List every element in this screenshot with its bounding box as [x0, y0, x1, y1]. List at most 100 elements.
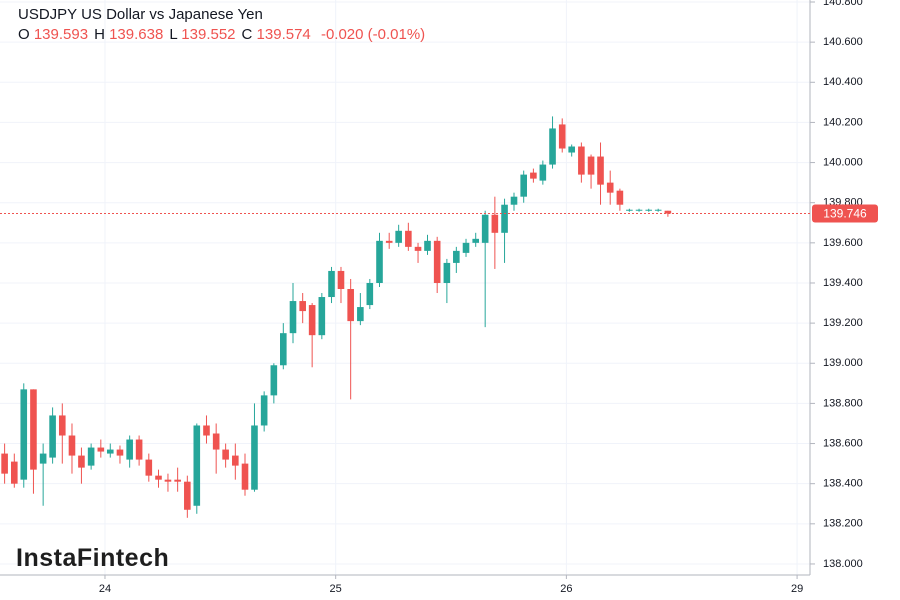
candle-body — [49, 415, 56, 458]
candle-body — [289, 301, 297, 334]
candle-body — [664, 210, 672, 214]
candle-body — [405, 230, 412, 247]
candle-body — [491, 214, 499, 233]
candle-body — [30, 389, 37, 470]
candle-body — [260, 395, 268, 426]
y-tick-label: 139.600 — [823, 237, 863, 249]
candle-body — [501, 204, 508, 233]
candle-body — [232, 455, 239, 466]
candle-body — [433, 240, 441, 283]
candle-body — [212, 433, 220, 450]
candle-body — [626, 209, 633, 211]
candle-body — [174, 479, 181, 482]
candle-body — [558, 124, 566, 149]
candle-body — [654, 209, 662, 211]
candle-body — [39, 453, 47, 464]
candle-body — [443, 262, 451, 283]
candle-body — [280, 333, 287, 366]
y-tick-label: 140.400 — [823, 76, 863, 88]
candle-body — [606, 182, 614, 193]
x-tick-label: 24 — [99, 583, 111, 595]
candle-body — [539, 164, 547, 181]
candle-body — [414, 246, 422, 251]
y-tick-label: 138.600 — [823, 437, 863, 449]
candle-body — [645, 209, 653, 211]
candle-body — [366, 282, 374, 306]
candle-body — [116, 449, 124, 456]
x-tick-label: 29 — [791, 583, 803, 595]
candle-body — [318, 297, 326, 336]
y-tick-label: 138.400 — [823, 478, 863, 490]
candle-body — [87, 447, 95, 466]
candle-body — [20, 389, 28, 480]
candle-body — [568, 146, 575, 153]
ohlc-label: L — [169, 26, 178, 43]
ohlc-label: H — [94, 26, 105, 43]
candle-body — [78, 455, 85, 468]
candle-body — [578, 146, 585, 175]
candle-body — [11, 461, 18, 484]
ohlc-label: O — [18, 26, 30, 43]
candle-body — [1, 453, 8, 474]
candle-body — [97, 447, 105, 452]
candle-body — [481, 214, 489, 243]
candle-body — [145, 459, 153, 476]
candle-body — [395, 230, 402, 243]
candle-body — [520, 174, 527, 197]
candle-body — [587, 156, 595, 175]
change-value: -0.020 (-0.01%) — [320, 26, 426, 43]
y-tick-label: 139.000 — [823, 357, 863, 369]
candle-body — [385, 240, 393, 243]
candle-body — [510, 196, 518, 205]
candle-body — [299, 301, 306, 312]
candle-body — [472, 238, 480, 243]
x-tick-label: 25 — [330, 583, 342, 595]
candle-body — [337, 270, 345, 290]
ohlc-label: C — [241, 26, 253, 43]
candle-body — [462, 242, 470, 253]
candle-body — [126, 439, 133, 460]
candle-body — [308, 305, 316, 336]
ohlc-row: O 139.593 H 139.638 L 139.552 C 139.574 -0.… — [18, 25, 425, 45]
candle-body — [328, 270, 335, 298]
candle-body — [635, 209, 643, 211]
y-tick-label: 140.200 — [823, 116, 863, 128]
y-tick-label: 138.200 — [823, 518, 863, 530]
candle-body — [193, 425, 201, 506]
candle-body — [530, 172, 537, 179]
candle-body — [184, 481, 191, 510]
candle-body — [203, 425, 210, 436]
y-tick-label: 138.000 — [823, 558, 863, 570]
last-price-label: 139.746 — [823, 207, 867, 221]
candle-body — [376, 240, 383, 283]
watermark: InstaFintech — [16, 544, 170, 572]
y-tick-label: 140.800 — [823, 0, 863, 8]
ohlc-value: 139.638 — [109, 26, 164, 43]
candle-body — [347, 289, 354, 322]
candle-body — [135, 439, 143, 460]
candle-body — [424, 240, 431, 251]
candle-body — [68, 435, 76, 456]
candle-body — [357, 307, 364, 322]
candles — [1, 116, 672, 518]
x-tick-label: 26 — [560, 583, 572, 595]
y-tick-label: 139.400 — [823, 277, 863, 289]
symbol-title: USDJPY US Dollar vs Japanese Yen — [18, 6, 263, 23]
y-tick-label: 140.000 — [823, 156, 863, 168]
candle-body — [597, 156, 604, 185]
candle-body — [549, 128, 556, 165]
y-tick-label: 138.800 — [823, 397, 863, 409]
ohlc-value: 139.574 — [256, 26, 311, 43]
y-tick-label: 139.200 — [823, 317, 863, 329]
candle-body — [616, 190, 624, 205]
ohlc-value: 139.552 — [181, 26, 236, 43]
candle-body — [241, 463, 249, 490]
header: USDJPY US Dollar vs Japanese Yen O 139.5… — [18, 5, 425, 45]
candle-body — [164, 479, 172, 482]
last-price-tag — [812, 204, 878, 223]
candle-body — [106, 449, 114, 454]
ohlc-value: 139.593 — [33, 26, 89, 43]
candle-body — [251, 425, 258, 490]
